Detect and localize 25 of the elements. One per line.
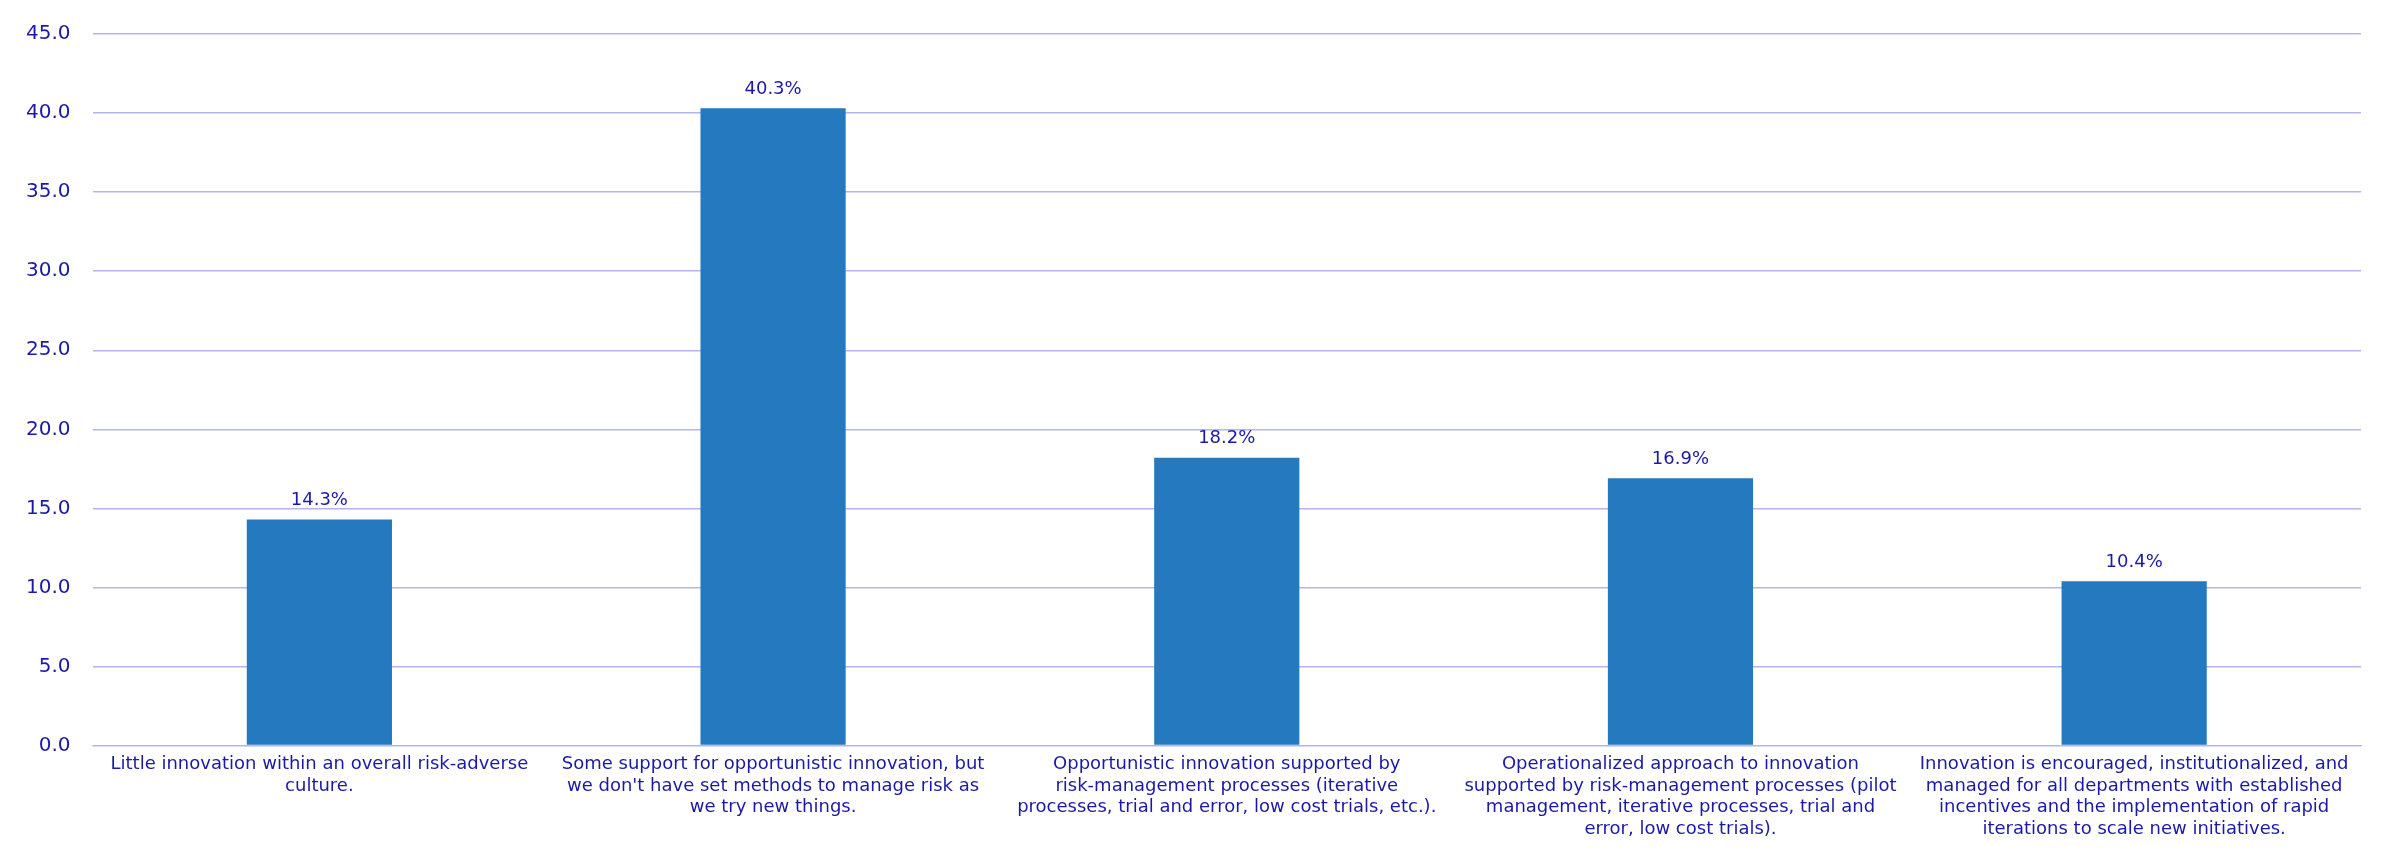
y-tick-label: 0.0: [38, 731, 71, 756]
bar: [1607, 478, 1754, 745]
bar: [700, 108, 846, 745]
y-tick-label: 40.0: [26, 99, 71, 124]
y-tick-label: 20.0: [26, 415, 71, 440]
y-tick-label: 25.0: [26, 336, 71, 361]
bar: [2061, 581, 2207, 745]
x-tick-label: Some support for opportunistic innovation, but we don't have set methods to manage risk as we try new things.: [561, 752, 985, 817]
data-label: 18.2%: [1198, 426, 1256, 448]
x-tick-label: Little innovation within an overall risk-adverse culture.: [110, 752, 529, 795]
x-tick-label: Operationalized approach to innovation supported by risk-management processes (pilot management, iterative processes, trial and error, low cost trials).: [1464, 752, 1897, 838]
y-tick-label: 30.0: [26, 257, 71, 282]
bar: [1154, 457, 1300, 745]
y-tick-label: 45.0: [26, 20, 71, 45]
y-tick-label: 5.0: [38, 652, 71, 677]
y-tick-label: 35.0: [26, 178, 71, 203]
bar: [246, 519, 392, 745]
x-tick-label: Innovation is encouraged, institutionalized, and managed for all departments with established incentives and the implementation of rapid iterations to scale new initiatives.: [1919, 752, 2349, 838]
y-tick-label: 10.0: [26, 573, 71, 598]
data-label: 16.9%: [1651, 447, 1710, 469]
y-tick-label: 15.0: [26, 494, 71, 519]
data-label: 14.3%: [290, 488, 348, 510]
data-label: 40.3%: [744, 76, 802, 98]
x-tick-label: Opportunistic innovation supported by risk-management processes (iterative processes, trial and error, low cost trials, etc.).: [1017, 752, 1437, 817]
data-label: 10.4%: [2105, 549, 2163, 571]
